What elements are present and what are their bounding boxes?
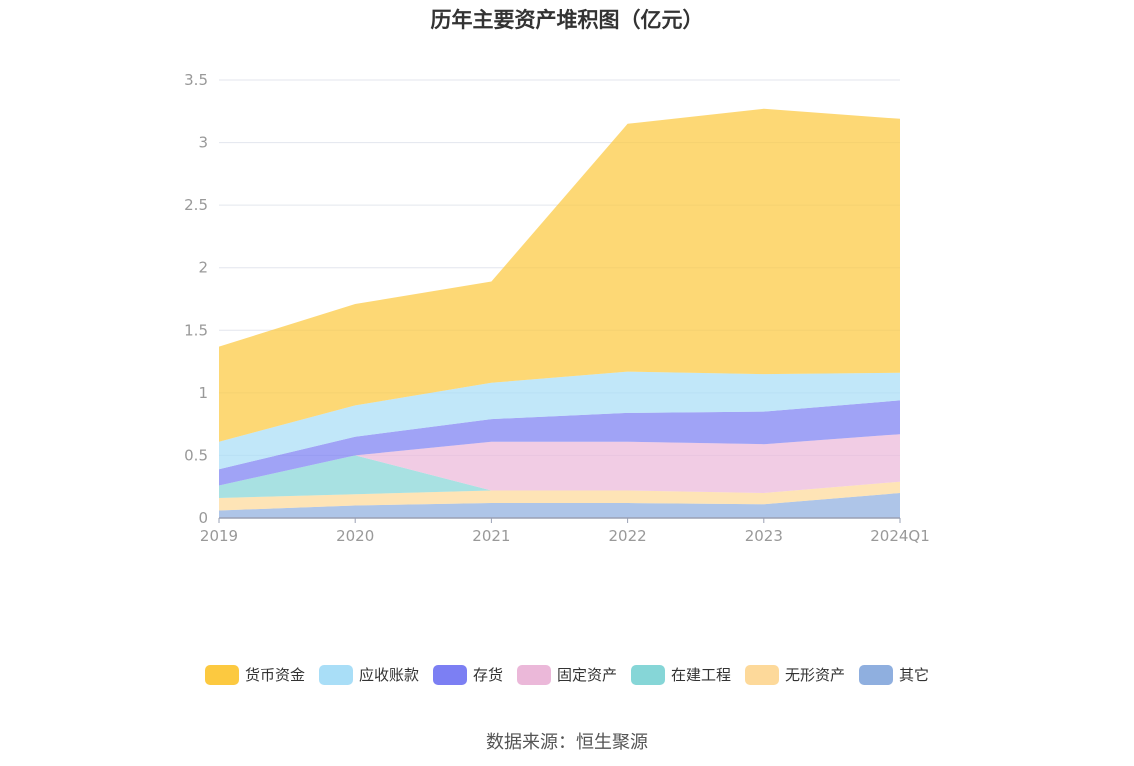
area-series-6	[219, 108, 900, 442]
y-tick-label: 0	[198, 509, 208, 527]
legend-item[interactable]: 在建工程	[631, 664, 731, 685]
legend-label: 货币资金	[244, 666, 305, 684]
legend-swatch	[631, 664, 665, 685]
y-tick-label: 3	[198, 134, 208, 152]
x-tick-label: 2024Q1	[870, 527, 930, 545]
y-tick-label: 2	[198, 259, 208, 277]
legend-item[interactable]: 固定资产	[516, 664, 617, 685]
legend-item[interactable]: 其它	[859, 664, 929, 685]
y-tick-label: 2.5	[184, 196, 208, 214]
axes: 0 0.5 1 1.5 2 2.5 3 3.5 2019 2020 2021 2022 2023 2024…	[184, 71, 930, 545]
x-tick-label: 2019	[200, 527, 238, 545]
x-tick-label: 2023	[745, 527, 783, 545]
legend-item[interactable]: 无形资产	[745, 664, 845, 685]
legend: 货币资金 应收账款 存货 固定资产 在建工程 无形资产 其它	[0, 664, 1134, 685]
x-tick-label: 2020	[336, 527, 374, 545]
legend-item[interactable]: 存货	[432, 664, 503, 685]
area-series-2	[219, 455, 900, 498]
legend-swatch	[516, 664, 551, 685]
y-tick-label: 3.5	[184, 71, 208, 89]
legend-swatch	[859, 664, 894, 685]
legend-swatch	[745, 664, 780, 685]
legend-label: 其它	[899, 666, 930, 684]
legend-label: 在建工程	[671, 666, 732, 684]
x-tick-label: 2021	[472, 527, 510, 545]
legend-label: 应收账款	[358, 666, 419, 684]
legend-swatch	[204, 664, 239, 685]
y-tick-label: 0.5	[184, 446, 208, 464]
source-note: 数据来源：恒生聚源	[486, 732, 648, 753]
legend-swatch	[432, 664, 467, 685]
y-tick-label: 1	[198, 384, 208, 402]
legend-swatch	[318, 664, 353, 685]
y-tick-label: 1.5	[184, 321, 208, 339]
area-series-3	[219, 434, 900, 493]
legend-item[interactable]: 应收账款	[318, 664, 419, 685]
legend-label: 存货	[472, 666, 503, 684]
chart-title: 历年主要资产堆积图（亿元）	[430, 8, 704, 32]
stacked-areas	[219, 108, 900, 518]
area-series-0	[219, 493, 900, 518]
area-series-4	[219, 400, 900, 486]
legend-label: 无形资产	[785, 666, 846, 684]
x-tick-label: 2022	[609, 527, 647, 545]
legend-item[interactable]: 货币资金	[204, 664, 305, 685]
area-series-5	[219, 371, 900, 470]
area-series-1	[219, 481, 900, 511]
legend-label: 固定资产	[556, 666, 617, 684]
